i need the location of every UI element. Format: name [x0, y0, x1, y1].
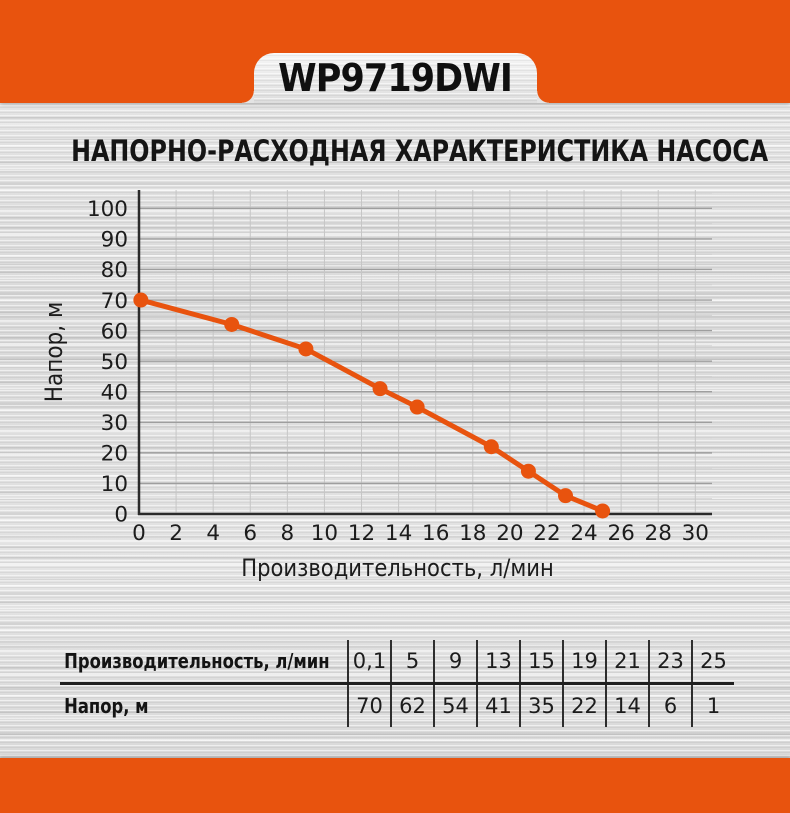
x-tick-label: 14 [385, 521, 412, 546]
y-tick-label: 100 [87, 197, 128, 222]
data-point [595, 503, 611, 519]
y-tick-label: 0 [114, 503, 128, 528]
table-cell: 54 [433, 685, 476, 727]
x-tick-label: 18 [459, 521, 486, 546]
x-tick-label: 20 [496, 521, 523, 546]
x-tick-label: 6 [243, 521, 257, 546]
x-axis-title: Производительность, л/мин [241, 555, 554, 583]
model-badge: WP9719DWI [254, 53, 537, 103]
pump-data-table: Производительность, л/мин 0,1 5 9 13 15 19 21 2… [60, 640, 734, 727]
table-row-head: Напор, м 70 62 54 41 35 22 14 6 1 [60, 685, 734, 727]
row-values-head: 70 62 54 41 35 22 14 6 1 [347, 685, 734, 727]
table-cell: 5 [390, 640, 433, 682]
y-tick-label: 70 [101, 289, 128, 314]
data-point [520, 463, 536, 479]
data-point [558, 488, 574, 504]
x-tick-label: 12 [348, 521, 375, 546]
y-tick-label: 40 [101, 380, 128, 405]
table-cell: 14 [605, 685, 648, 727]
table-divider [60, 682, 734, 685]
data-point [483, 439, 499, 455]
x-tick-label: 24 [570, 521, 597, 546]
table-cell: 13 [476, 640, 519, 682]
x-tick-label: 16 [422, 521, 449, 546]
table-cell: 0,1 [347, 640, 390, 682]
y-tick-label: 20 [101, 442, 128, 467]
y-axis-title: Напор, м [41, 302, 68, 403]
y-tick-label: 10 [101, 472, 128, 497]
data-point [224, 316, 240, 332]
x-tick-label: 8 [281, 521, 295, 546]
table-cell: 41 [476, 685, 519, 727]
row-label-flow: Производительность, л/мин [64, 649, 330, 673]
x-tick-label: 0 [132, 521, 146, 546]
table-cell: 70 [347, 685, 390, 727]
table-cell: 62 [390, 685, 433, 727]
x-tick-label: 4 [206, 521, 220, 546]
table-cell: 25 [691, 640, 734, 682]
row-label-head: Напор, м [64, 694, 149, 718]
data-point [409, 399, 425, 415]
data-point [372, 381, 388, 397]
y-tick-label: 30 [101, 411, 128, 436]
table-cell: 21 [605, 640, 648, 682]
x-tick-label: 10 [311, 521, 338, 546]
tab-fillet-right [537, 91, 549, 103]
data-point [298, 341, 314, 357]
x-tick-label: 26 [607, 521, 634, 546]
table-cell: 23 [648, 640, 691, 682]
y-tick-label: 90 [101, 228, 128, 253]
x-tick-label: 22 [533, 521, 560, 546]
table-cell: 6 [648, 685, 691, 727]
tab-fillet-left [242, 91, 254, 103]
table-cell: 9 [433, 640, 476, 682]
y-tick-label: 80 [101, 258, 128, 283]
curve-line [138, 297, 606, 514]
table-cell: 35 [519, 685, 562, 727]
header-band: WP9719DWI [0, 0, 790, 103]
page-title: НАПОРНО-РАСХОДНАЯ ХАРАКТЕРИСТИКА НАСОСА [71, 134, 769, 168]
y-tick-label: 50 [101, 350, 128, 375]
y-tick-label: 60 [101, 319, 128, 344]
table-cell: 1 [691, 685, 734, 727]
table-cell: 15 [519, 640, 562, 682]
table-row-flow: Производительность, л/мин 0,1 5 9 13 15 19 21 2… [60, 640, 734, 682]
x-tick-label: 2 [169, 521, 183, 546]
data-point [133, 292, 149, 308]
row-values-flow: 0,1 5 9 13 15 19 21 23 25 [347, 640, 734, 682]
x-tick-label: 28 [645, 521, 672, 546]
table-cell: 19 [562, 640, 605, 682]
x-tick-label: 30 [682, 521, 709, 546]
table-cell: 22 [562, 685, 605, 727]
footer-band [0, 758, 790, 813]
model-name: WP9719DWI [278, 56, 514, 100]
